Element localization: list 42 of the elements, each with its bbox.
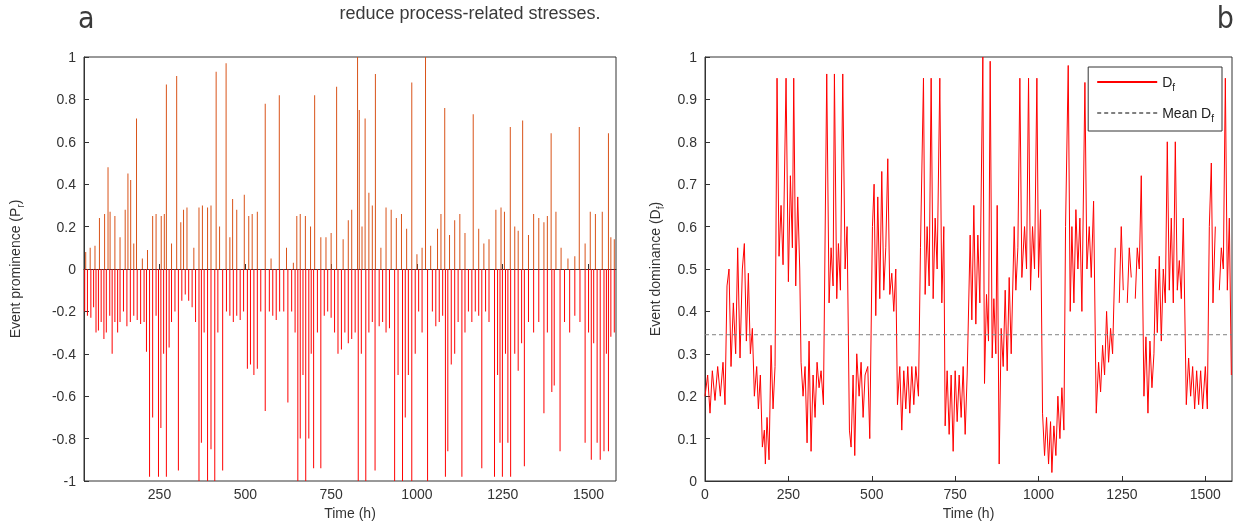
x-tick-label: 1250 [1106, 486, 1138, 502]
y-tick-label: 0.2 [677, 388, 698, 405]
y-tick-label: 0.5 [677, 261, 698, 277]
y-tick-label: -0.4 [51, 345, 77, 362]
y-tick-label: 0.9 [677, 91, 698, 108]
chart-title: b [1216, 0, 1234, 35]
x-tick-label: 1000 [401, 486, 433, 502]
x-tick-label: 750 [943, 486, 968, 502]
y-tick-label: 0.1 [677, 430, 698, 447]
x-axis-title: Time (h) [324, 504, 376, 521]
x-tick-label: 750 [319, 486, 344, 502]
y-tick-label: -1 [63, 473, 77, 489]
x-tick-label: 1500 [572, 486, 605, 502]
y-tick-label: 0 [68, 261, 77, 277]
y-axis-title: Event dominance (Df) [647, 201, 666, 337]
y-tick-label: -0.6 [51, 388, 77, 405]
x-tick-label: 0 [701, 486, 710, 502]
x-tick-label: 250 [776, 486, 801, 502]
x-tick-label: 1000 [1022, 486, 1055, 502]
y-tick-label: 0 [689, 473, 698, 489]
text: reduce process-related stresses. [339, 3, 601, 23]
x-tick-label: 1500 [1189, 486, 1222, 502]
y-tick-label: 0.7 [677, 176, 698, 193]
y-tick-label: 0.3 [677, 345, 698, 362]
x-tick-label: 500 [233, 486, 258, 502]
y-tick-label: 0.4 [677, 303, 698, 320]
x-tick-label: 250 [147, 486, 172, 502]
y-tick-label: -0.8 [51, 430, 77, 447]
chart-title: a [78, 0, 95, 35]
x-tick-label: 1250 [487, 486, 519, 502]
y-tick-label: 0.2 [56, 218, 77, 235]
y-axis-title: Event prominence (Pr) [7, 199, 26, 339]
x-axis-title: Time (h) [942, 504, 995, 521]
y-tick-label: 0.6 [677, 218, 698, 235]
y-tick-label: 0.8 [56, 91, 77, 108]
y-tick-label: -0.2 [51, 303, 77, 320]
y-tick-label: 1 [689, 49, 698, 65]
y-tick-label: 1 [68, 49, 77, 65]
y-tick-label: 0.8 [677, 133, 698, 150]
y-tick-label: 0.4 [56, 176, 77, 193]
x-tick-label: 500 [860, 486, 884, 502]
y-tick-label: 0.6 [56, 133, 77, 150]
